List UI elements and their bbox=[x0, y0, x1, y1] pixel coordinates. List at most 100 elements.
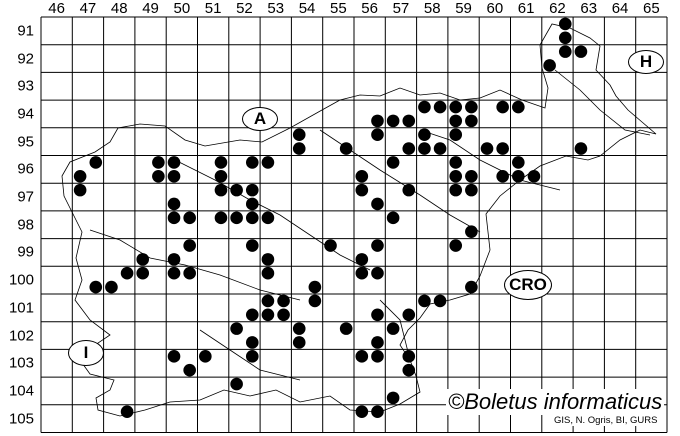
column-label: 60 bbox=[486, 0, 504, 17]
record-dot bbox=[245, 197, 259, 211]
record-dot bbox=[574, 45, 588, 58]
record-dots bbox=[73, 17, 588, 419]
record-dot bbox=[371, 350, 384, 363]
row-label: 101 bbox=[8, 299, 34, 317]
record-dot bbox=[339, 322, 353, 335]
record-dot bbox=[245, 350, 259, 363]
record-dot bbox=[308, 294, 322, 308]
record-dot bbox=[418, 294, 431, 308]
row-label: 104 bbox=[8, 382, 34, 400]
record-dot bbox=[449, 114, 463, 128]
record-dot bbox=[371, 336, 384, 349]
record-dot bbox=[230, 377, 243, 391]
record-dot bbox=[324, 239, 337, 252]
border-lines bbox=[61, 23, 657, 417]
record-dot bbox=[480, 142, 494, 155]
column-label: 58 bbox=[423, 0, 441, 17]
record-dot bbox=[433, 142, 447, 155]
croatia-label-text: CRO bbox=[509, 275, 547, 294]
column-label: 49 bbox=[142, 0, 159, 17]
record-dot bbox=[418, 142, 431, 155]
record-dot bbox=[465, 280, 478, 294]
record-dot bbox=[261, 156, 275, 169]
country-label-croatia: CRO bbox=[504, 270, 552, 300]
record-dot bbox=[105, 280, 118, 294]
country-label-italy: I bbox=[68, 340, 104, 366]
record-dot bbox=[371, 114, 384, 128]
row-label: 97 bbox=[17, 188, 34, 206]
column-label: 63 bbox=[580, 0, 598, 17]
record-dot bbox=[167, 156, 181, 169]
row-label: 95 bbox=[17, 133, 34, 151]
record-dot bbox=[152, 156, 165, 169]
row-label: 98 bbox=[17, 216, 34, 234]
record-dot bbox=[339, 142, 353, 155]
hungary-label-text: H bbox=[639, 52, 653, 71]
record-dot bbox=[214, 183, 228, 197]
record-dot bbox=[449, 239, 463, 252]
column-label: 61 bbox=[517, 0, 535, 17]
column-label: 48 bbox=[110, 0, 128, 17]
record-dot bbox=[230, 183, 243, 197]
record-dot bbox=[496, 142, 509, 155]
column-label: 46 bbox=[48, 0, 65, 17]
row-label: 99 bbox=[17, 243, 34, 261]
grid-lines bbox=[40, 16, 668, 433]
record-dot bbox=[527, 169, 541, 183]
row-label: 93 bbox=[17, 77, 34, 95]
river bbox=[89, 69, 651, 381]
source-text: GIS, N. Ogris, BI, GURS bbox=[552, 415, 660, 426]
record-dot bbox=[261, 253, 275, 266]
record-dot bbox=[292, 322, 306, 335]
record-dot bbox=[371, 405, 384, 419]
record-dot bbox=[199, 350, 212, 363]
record-dot bbox=[292, 128, 306, 142]
record-dot bbox=[230, 322, 243, 335]
record-dot bbox=[261, 266, 275, 280]
column-label: 56 bbox=[361, 0, 378, 17]
record-dot bbox=[465, 114, 478, 128]
record-dot bbox=[245, 336, 259, 349]
record-dot bbox=[167, 266, 181, 280]
record-dot bbox=[73, 183, 87, 197]
column-label: 65 bbox=[643, 0, 660, 17]
record-dot bbox=[167, 169, 181, 183]
record-dot bbox=[245, 308, 259, 322]
country-label-hungary: H bbox=[628, 50, 664, 74]
record-dot bbox=[496, 100, 509, 114]
record-dot bbox=[230, 211, 243, 225]
record-dot bbox=[292, 336, 306, 349]
record-dot bbox=[261, 308, 275, 322]
column-label: 51 bbox=[204, 0, 222, 17]
column-label: 52 bbox=[236, 0, 253, 17]
record-dot bbox=[449, 183, 463, 197]
record-dot bbox=[386, 114, 400, 128]
column-label: 59 bbox=[455, 0, 472, 17]
column-label: 55 bbox=[330, 0, 347, 17]
record-dot bbox=[386, 322, 400, 335]
record-dot bbox=[512, 100, 525, 114]
record-dot bbox=[371, 266, 384, 280]
row-label: 92 bbox=[17, 50, 34, 68]
record-dot bbox=[308, 280, 322, 294]
record-dot bbox=[261, 294, 275, 308]
record-dot bbox=[245, 156, 259, 169]
record-dot bbox=[245, 239, 259, 252]
record-dot bbox=[465, 225, 478, 238]
record-dot bbox=[402, 350, 416, 363]
record-dot bbox=[183, 211, 196, 225]
column-label: 53 bbox=[267, 0, 285, 17]
record-dot bbox=[355, 266, 369, 280]
record-dot bbox=[355, 183, 369, 197]
record-dot bbox=[371, 197, 384, 211]
row-label: 100 bbox=[8, 271, 34, 289]
record-dot bbox=[167, 253, 181, 266]
column-label: 62 bbox=[549, 0, 566, 17]
record-dot bbox=[120, 405, 134, 419]
record-dot bbox=[386, 156, 400, 169]
record-dot bbox=[261, 211, 275, 225]
record-dot bbox=[245, 183, 259, 197]
record-dot bbox=[449, 100, 463, 114]
record-dot bbox=[167, 211, 181, 225]
